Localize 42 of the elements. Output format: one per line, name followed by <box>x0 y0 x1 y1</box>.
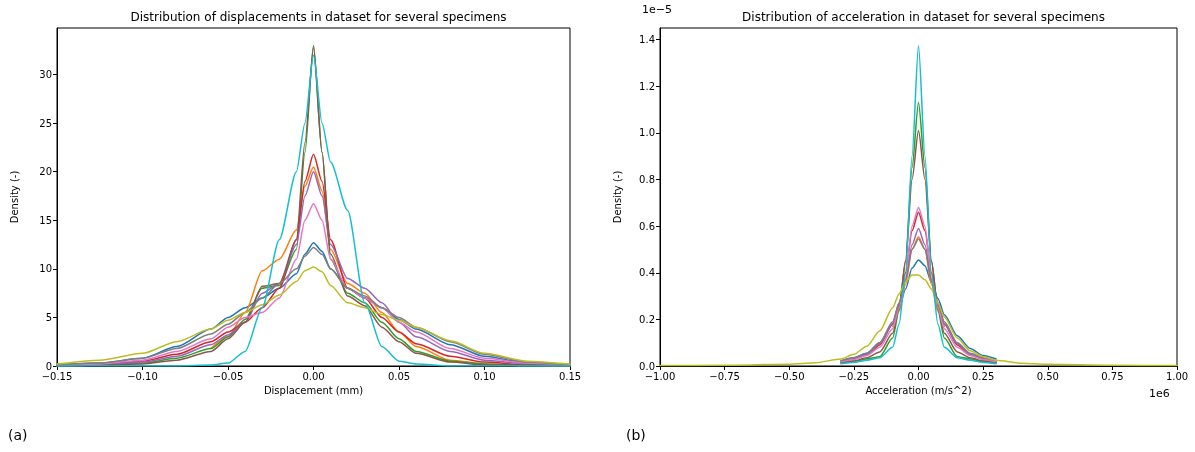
text: 1e6 <box>1149 387 1170 400</box>
y-tick-label: 1.0 <box>639 127 655 139</box>
x-tick-label: 0.25 <box>971 370 995 382</box>
chart-title: Distribution of displacements in dataset for several specimens <box>130 10 507 24</box>
y-tick-label: 15 <box>39 214 52 226</box>
y-tick-label: 0.6 <box>639 220 655 232</box>
y-axis-title: Density (-) <box>8 170 20 224</box>
chart-title: Distribution of acceleration in dataset for several specimens <box>742 10 1105 24</box>
y-tick-label: 25 <box>39 117 52 129</box>
y-tick-label: 0.2 <box>639 313 655 325</box>
y-tick-label: 1.2 <box>639 80 655 92</box>
text: 1e−5 <box>642 3 672 16</box>
line-series <box>840 44 997 365</box>
x-tick-label: −0.10 <box>127 370 158 382</box>
x-tick-label: −0.50 <box>773 370 805 382</box>
x-tick-label: −0.15 <box>41 370 73 382</box>
x-tick-label: 1.00 <box>1165 370 1189 382</box>
text: (b) <box>626 427 646 443</box>
y-tick-label: 10 <box>39 263 52 275</box>
x-tick-label: 0.75 <box>1101 370 1124 382</box>
y-tick-label: 0.4 <box>639 267 655 279</box>
x-tick-label: −0.05 <box>212 370 244 382</box>
y-tick-label: 20 <box>39 166 52 178</box>
y-tick-label: 0.0 <box>639 360 655 372</box>
x-tick-label: −1.00 <box>644 370 676 382</box>
x-axis-title: Displacement (mm) <box>263 385 364 397</box>
y-tick-label: 5 <box>45 311 52 323</box>
y-axis-title: Density (-) <box>611 170 623 224</box>
x-tick-label: −0.75 <box>709 370 740 382</box>
x-tick-label: 0.50 <box>1036 370 1059 382</box>
x-tick-label: 0.00 <box>302 370 325 382</box>
y-tick-label: 0.8 <box>639 174 655 186</box>
x-tick-label: 0.10 <box>473 370 496 382</box>
x-tick-label: 0.05 <box>387 370 411 382</box>
x-tick-label: −0.25 <box>838 370 870 382</box>
x-tick-label: 0.15 <box>558 370 582 382</box>
y-tick-label: 0 <box>45 360 52 372</box>
text: (a) <box>8 427 28 443</box>
y-tick-label: 1.4 <box>639 34 655 46</box>
x-tick-label: 0.00 <box>907 370 930 382</box>
y-tick-label: 30 <box>39 69 52 81</box>
x-axis-title: Acceleration (m/s^2) <box>865 385 972 397</box>
